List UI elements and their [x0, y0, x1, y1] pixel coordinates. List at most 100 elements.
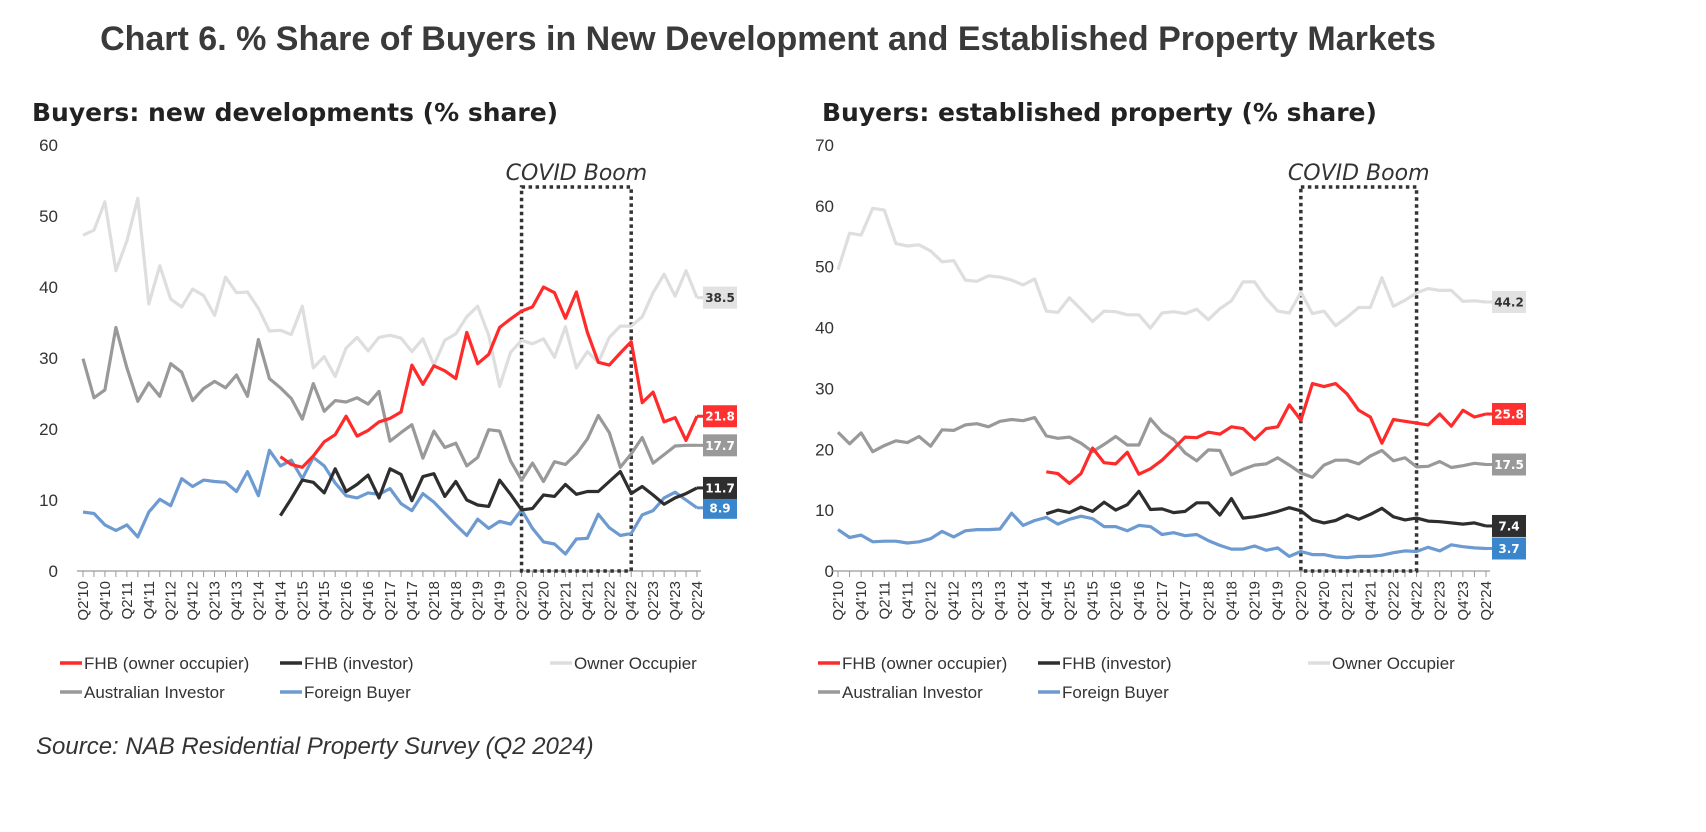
- legend-item: FHB (investor): [1038, 654, 1172, 673]
- x-tick-label: Q2'20: [514, 581, 531, 621]
- x-tick-label: Q4'10: [97, 581, 114, 621]
- legend-label: Owner Occupier: [574, 654, 697, 673]
- x-tick-label: Q2'14: [1015, 581, 1032, 621]
- series-foreign-buyer: 8.9: [82, 448, 737, 556]
- legend-label: Australian Investor: [842, 683, 983, 702]
- y-tick-label: 10: [815, 501, 834, 520]
- x-tick-label: Q4'20: [536, 581, 553, 621]
- x-tick-label: Q4'12: [185, 581, 202, 621]
- chart-panel-2: Buyers: established property (% share) 0 1…: [815, 98, 1526, 702]
- series-owner-occupier: 44.2: [836, 206, 1526, 330]
- x-tick-label: Q4'18: [1223, 581, 1240, 621]
- x-tick-label: Q4'13: [992, 581, 1009, 621]
- y-tick-label: 50: [39, 207, 58, 226]
- series-line: [837, 511, 1487, 560]
- y-tick-label: 30: [815, 379, 834, 398]
- panel-title: Buyers: new developments (% share): [32, 98, 558, 127]
- legend-item: Foreign Buyer: [280, 683, 411, 702]
- legend-label: FHB (investor): [304, 654, 414, 673]
- x-tick-label: Q2'24: [689, 581, 706, 621]
- y-tick-label: 50: [815, 258, 834, 277]
- series-line: [1045, 489, 1487, 528]
- end-value-label: 11.7: [705, 481, 735, 495]
- y-tick-label: 60: [815, 197, 834, 216]
- x-tick-label: Q2'12: [923, 581, 940, 621]
- covid-boom-box: [519, 185, 633, 573]
- source-note: Source: NAB Residential Property Survey …: [36, 733, 594, 760]
- x-tick-label: Q2'12: [163, 581, 180, 621]
- end-value-label: 17.7: [705, 439, 735, 453]
- x-tick-label: Q2'19: [1247, 581, 1264, 621]
- x-tick-label: Q2'22: [601, 581, 618, 621]
- series-line: [836, 206, 1487, 330]
- end-label-box: [703, 286, 737, 309]
- legend-label: Foreign Buyer: [304, 683, 411, 702]
- x-tick-label: Q4'19: [1270, 581, 1287, 621]
- end-value-label: 3.7: [1498, 542, 1519, 556]
- x-tick-label: Q4'17: [404, 581, 421, 621]
- x-tick-label: Q4'11: [141, 581, 158, 619]
- end-label-box: [703, 434, 737, 457]
- legend-item: FHB (owner occupier): [60, 654, 249, 673]
- y-tick-label: 40: [815, 319, 834, 338]
- y-tick-label: 60: [39, 136, 58, 155]
- x-tick-label: Q4'21: [579, 581, 596, 621]
- legend-item: Australian Investor: [60, 683, 225, 702]
- x-tick-label: Q4'16: [1131, 581, 1148, 621]
- y-tick-label: 20: [39, 420, 58, 439]
- x-tick-label: Q2'13: [207, 581, 224, 621]
- end-value-label: 44.2: [1494, 296, 1524, 310]
- series-fhb-investor: 7.4: [1045, 489, 1526, 537]
- y-tick-label: 10: [39, 491, 58, 510]
- y-tick-label: 0: [825, 562, 834, 581]
- series-australian-investor: 17.5: [836, 416, 1526, 479]
- x-tick-label: Q4'16: [360, 581, 377, 621]
- covid-boom-box: [1299, 185, 1419, 573]
- series-line: [82, 196, 699, 388]
- x-tick-label: Q4'18: [448, 581, 465, 621]
- x-tick-label: Q2'19: [470, 581, 487, 621]
- end-label-box: [1492, 402, 1526, 425]
- legend-item: FHB (owner occupier): [818, 654, 1007, 673]
- series-fhb-investor: 11.7: [279, 467, 737, 517]
- series-line: [1046, 382, 1487, 485]
- x-tick-label: Q2'14: [250, 581, 267, 621]
- legend-item: Owner Occupier: [1308, 654, 1455, 673]
- x-tick-label: Q4'19: [492, 581, 509, 621]
- end-value-label: 38.5: [705, 291, 735, 305]
- x-tick-label: Q4'22: [1409, 581, 1426, 621]
- y-tick-label: 40: [39, 278, 58, 297]
- y-tick-label: 0: [49, 562, 58, 581]
- legend-item: Foreign Buyer: [1038, 683, 1169, 702]
- series-owner-occupier: 38.5: [82, 196, 737, 388]
- x-tick-label: Q2'22: [1385, 581, 1402, 621]
- x-tick-label: Q2'24: [1478, 581, 1495, 621]
- covid-boom-label: COVID Boom: [506, 161, 648, 186]
- end-label-box: [1492, 537, 1526, 560]
- x-tick-label: Q2'10: [75, 581, 92, 621]
- x-tick-label: Q2'18: [426, 581, 443, 621]
- x-tick-label: Q2'23: [1432, 581, 1449, 621]
- x-tick-label: Q2'23: [645, 581, 662, 621]
- x-tick-label: Q4'13: [229, 581, 246, 621]
- legend-label: Foreign Buyer: [1062, 683, 1169, 702]
- x-tick-label: Q2'15: [294, 581, 311, 621]
- x-tick-label: Q2'11: [876, 581, 893, 619]
- x-tick-label: Q2'17: [382, 581, 399, 621]
- series-fhb-owner-occupier: 21.8: [279, 285, 737, 469]
- legend: FHB (owner occupier) FHB (investor) Owner …: [818, 654, 1455, 702]
- end-value-label: 7.4: [1498, 519, 1519, 533]
- x-tick-label: Q2'20: [1293, 581, 1310, 621]
- legend-label: FHB (investor): [1062, 654, 1172, 673]
- legend-label: Australian Investor: [84, 683, 225, 702]
- x-tick-label: Q4'17: [1177, 581, 1194, 621]
- x-tick-label: Q2'11: [119, 581, 136, 619]
- chart-panel-1: Buyers: new developments (% share) 0 10 20 3…: [32, 98, 737, 702]
- x-tick-label: Q4'14: [272, 581, 289, 621]
- y-tick-label: 30: [39, 349, 58, 368]
- series-line: [82, 448, 698, 556]
- x-tick-label: Q2'16: [1108, 581, 1125, 621]
- x-tick-label: Q2'10: [830, 581, 847, 621]
- x-tick-label: Q4'20: [1316, 581, 1333, 621]
